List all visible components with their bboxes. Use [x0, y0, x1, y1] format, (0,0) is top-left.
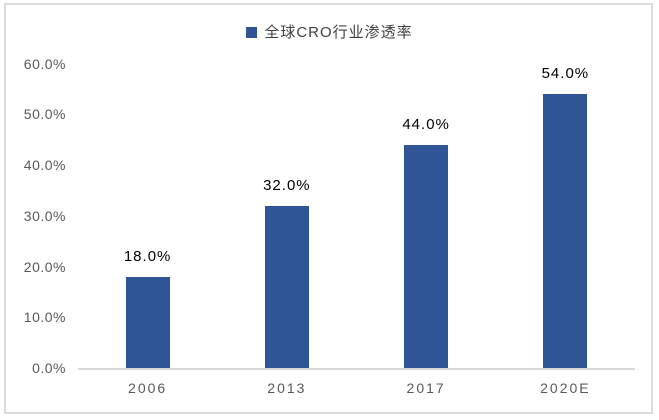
bar-value-label: 18.0% [123, 247, 172, 265]
y-axis-tick-label: 50.0% [23, 106, 66, 123]
y-axis-tick-label: 20.0% [23, 258, 66, 275]
bar-value-label: 44.0% [402, 115, 450, 133]
bar-value-label: 54.0% [541, 64, 590, 82]
bar-2020e [543, 93, 588, 368]
legend-label: 全球CRO行业渗透率 [264, 24, 413, 41]
x-axis-tick-label: 2006 [128, 380, 168, 396]
bar-value-label: 32.0% [263, 176, 311, 194]
bar-2013 [264, 205, 309, 368]
x-axis-tick-label: 2017 [406, 380, 446, 396]
x-axis-tick-label: 2013 [267, 380, 307, 396]
bar-2017 [404, 144, 449, 368]
y-axis-tick-label: 30.0% [23, 207, 66, 224]
x-axis-line [78, 368, 635, 370]
bar-2006 [125, 276, 170, 368]
y-axis-tick-label: 60.0% [23, 55, 66, 72]
y-axis-tick-label: 10.0% [23, 309, 66, 326]
x-axis-tick-label: 2020E [540, 380, 591, 396]
legend-square-icon [246, 27, 258, 38]
chart-legend: 全球CRO行业渗透率 [0, 24, 659, 41]
y-axis-tick-label: 0.0% [32, 360, 66, 376]
y-axis-tick-label: 40.0% [23, 157, 66, 173]
